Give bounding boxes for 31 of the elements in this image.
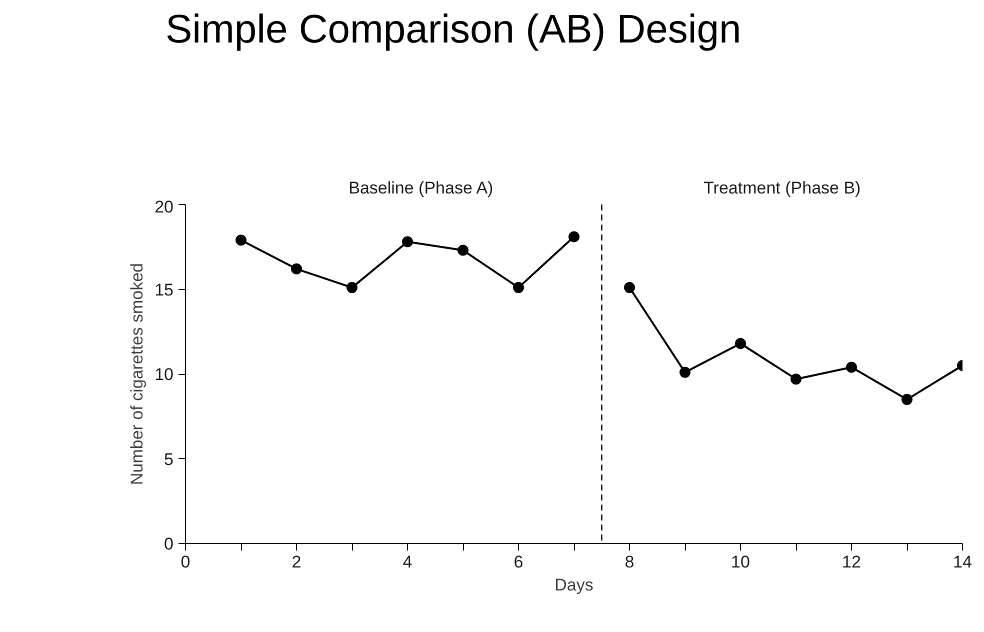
point: [790, 374, 802, 385]
point: [624, 282, 635, 294]
point: [402, 236, 413, 248]
text: Treatment (Phase B): [704, 178, 861, 198]
point: [513, 282, 524, 294]
y-tick-label: 5: [164, 450, 174, 469]
x-tick-label: 2: [292, 552, 302, 572]
point: [236, 234, 246, 246]
y-tick-label: 10: [154, 365, 174, 384]
y-axis-title: Number of cigarettes smoked: [128, 262, 147, 486]
point: [346, 282, 358, 294]
x-tick-label: 0: [180, 552, 190, 572]
x-tick-label: 4: [402, 552, 412, 572]
point: [291, 263, 302, 274]
y-tick-label: 0: [164, 534, 174, 554]
x-tick-label: 12: [842, 552, 861, 572]
text: Baseline (Phase A): [348, 178, 494, 198]
point: [846, 362, 857, 373]
y-tick-label: 20: [154, 198, 174, 216]
x-tick-label: 8: [624, 552, 634, 572]
y-tick-label: 15: [154, 280, 174, 300]
chart-title: Simple Comparison (AB) Design: [166, 8, 742, 52]
x-axis-title: Days: [554, 576, 594, 594]
point: [735, 338, 746, 349]
point: [902, 394, 912, 405]
point: [568, 231, 580, 242]
x-tick-label: 14: [953, 552, 972, 572]
x-tick-label: 10: [731, 552, 750, 572]
point: [458, 244, 468, 256]
x-tick-label: 6: [514, 552, 524, 572]
point: [680, 366, 690, 378]
